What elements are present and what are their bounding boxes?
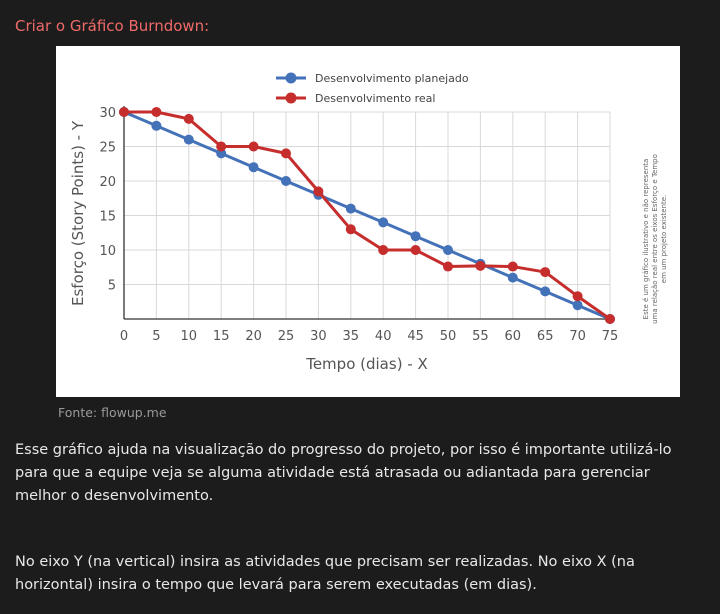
- data-point: [281, 176, 291, 186]
- data-point: [410, 231, 421, 242]
- y-axis-title: Esforço (Story Points) - Y: [69, 120, 87, 306]
- x-axis-title: Tempo (dias) - X: [305, 355, 428, 373]
- data-point: [151, 120, 162, 131]
- x-tick-label: 70: [569, 329, 586, 344]
- y-tick-label: 5: [108, 279, 116, 294]
- data-point: [345, 224, 356, 235]
- data-point: [507, 272, 518, 283]
- data-point: [183, 113, 194, 124]
- x-tick-label: 20: [245, 329, 262, 344]
- burndown-chart: 5 10 15 20 25 30 0 5 10 15 20 25 30 35 40 45 50 55 60 65 70 7…: [56, 46, 680, 397]
- section-heading: Criar o Gráfico Burndown:: [15, 17, 210, 35]
- data-point: [183, 134, 194, 145]
- data-point: [443, 261, 453, 272]
- x-tick-label: 35: [343, 329, 360, 344]
- data-point: [281, 148, 291, 159]
- data-point: [572, 291, 583, 302]
- x-tick-label: 65: [537, 329, 554, 344]
- source-caption: Fonte: flowup.me: [58, 405, 167, 420]
- legend-label: Desenvolvimento planejado: [315, 72, 469, 85]
- series-line: [124, 110, 611, 321]
- data-point: [119, 107, 129, 117]
- side-note-line: em um projeto existente.: [660, 195, 668, 283]
- series-line: [123, 110, 611, 321]
- data-point: [248, 141, 259, 152]
- data-point: [507, 261, 518, 272]
- data-point: [443, 245, 453, 255]
- y-tick-label: 10: [99, 244, 116, 259]
- x-tick-label: 5: [152, 329, 160, 344]
- data-point: [378, 217, 389, 228]
- data-point: [216, 141, 227, 152]
- data-point: [572, 300, 583, 311]
- data-point: [345, 203, 356, 214]
- side-note-line: uma relação real entre os eixos Esforço …: [651, 154, 659, 324]
- data-point: [475, 260, 486, 271]
- legend-label: Desenvolvimento real: [315, 92, 435, 105]
- y-tick-label: 20: [99, 175, 116, 190]
- x-tick-label: 30: [310, 329, 327, 344]
- data-point: [313, 186, 324, 197]
- paragraph-intro: Esse gráfico ajuda na visualização do pr…: [15, 442, 672, 504]
- x-tick-label: 50: [440, 329, 457, 344]
- y-tick-label: 15: [99, 210, 116, 225]
- paragraph-axes: No eixo Y (na vertical) insira as ativid…: [15, 554, 635, 593]
- y-tick-label: 30: [99, 106, 116, 121]
- y-tick-label: 25: [99, 141, 116, 156]
- data-point: [216, 148, 227, 159]
- data-point: [151, 107, 162, 117]
- data-point: [540, 286, 551, 297]
- legend-swatch-marker: [285, 92, 297, 104]
- x-tick-label: 60: [505, 329, 522, 344]
- x-tick-label: 0: [120, 329, 128, 344]
- data-point: [410, 245, 421, 255]
- x-tick-label: 55: [472, 329, 489, 344]
- x-tick-label: 10: [181, 329, 198, 344]
- legend-swatch-marker: [285, 72, 297, 84]
- x-tick-label: 75: [602, 329, 619, 344]
- side-note-line: Este é um gráfico ilustrativo e não repr…: [642, 159, 650, 320]
- x-tick-label: 15: [213, 329, 230, 344]
- x-tick-label: 25: [278, 329, 295, 344]
- data-point: [540, 267, 551, 278]
- data-point: [605, 314, 615, 324]
- data-point: [378, 245, 389, 255]
- x-tick-label: 40: [375, 329, 392, 344]
- x-tick-label: 45: [407, 329, 424, 344]
- chart-svg: 5 10 15 20 25 30 0 5 10 15 20 25 30 35 40 45 50 55 60 65 70 7…: [69, 72, 668, 373]
- data-point: [248, 162, 259, 173]
